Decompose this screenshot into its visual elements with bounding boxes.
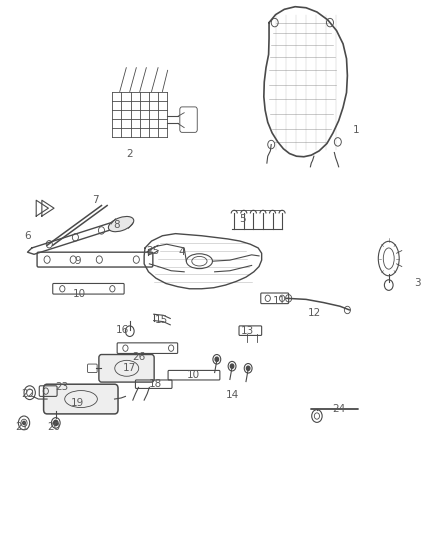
Text: 7: 7 — [92, 195, 98, 205]
Text: 8: 8 — [113, 220, 120, 230]
Text: 23: 23 — [56, 382, 69, 392]
Text: 24: 24 — [332, 403, 345, 414]
Text: 10: 10 — [73, 289, 86, 299]
Ellipse shape — [108, 216, 134, 232]
Text: 4: 4 — [179, 247, 185, 257]
Text: 20: 20 — [47, 422, 60, 432]
Text: 16: 16 — [116, 325, 129, 335]
Text: 1: 1 — [353, 125, 360, 135]
FancyBboxPatch shape — [44, 384, 118, 414]
Text: 10: 10 — [186, 370, 199, 380]
Text: 17: 17 — [123, 364, 136, 373]
Text: 26: 26 — [132, 352, 145, 361]
Text: 12: 12 — [308, 308, 321, 318]
Text: 22: 22 — [21, 389, 34, 399]
Text: 2: 2 — [127, 149, 133, 159]
Text: 21: 21 — [16, 422, 29, 432]
Text: 6: 6 — [24, 231, 31, 241]
Text: 15: 15 — [155, 314, 168, 325]
Circle shape — [230, 364, 234, 368]
Circle shape — [23, 421, 25, 424]
Text: 14: 14 — [226, 390, 239, 400]
FancyBboxPatch shape — [99, 354, 154, 382]
Circle shape — [215, 357, 219, 361]
Text: 25: 25 — [146, 246, 159, 256]
Text: 9: 9 — [74, 256, 81, 266]
Text: 5: 5 — [240, 214, 246, 224]
Text: 19: 19 — [71, 398, 84, 408]
Text: 18: 18 — [149, 379, 162, 389]
Text: 11: 11 — [272, 296, 286, 306]
Text: 13: 13 — [240, 326, 254, 336]
Circle shape — [247, 366, 250, 370]
Text: 3: 3 — [414, 278, 420, 288]
Circle shape — [53, 420, 58, 425]
